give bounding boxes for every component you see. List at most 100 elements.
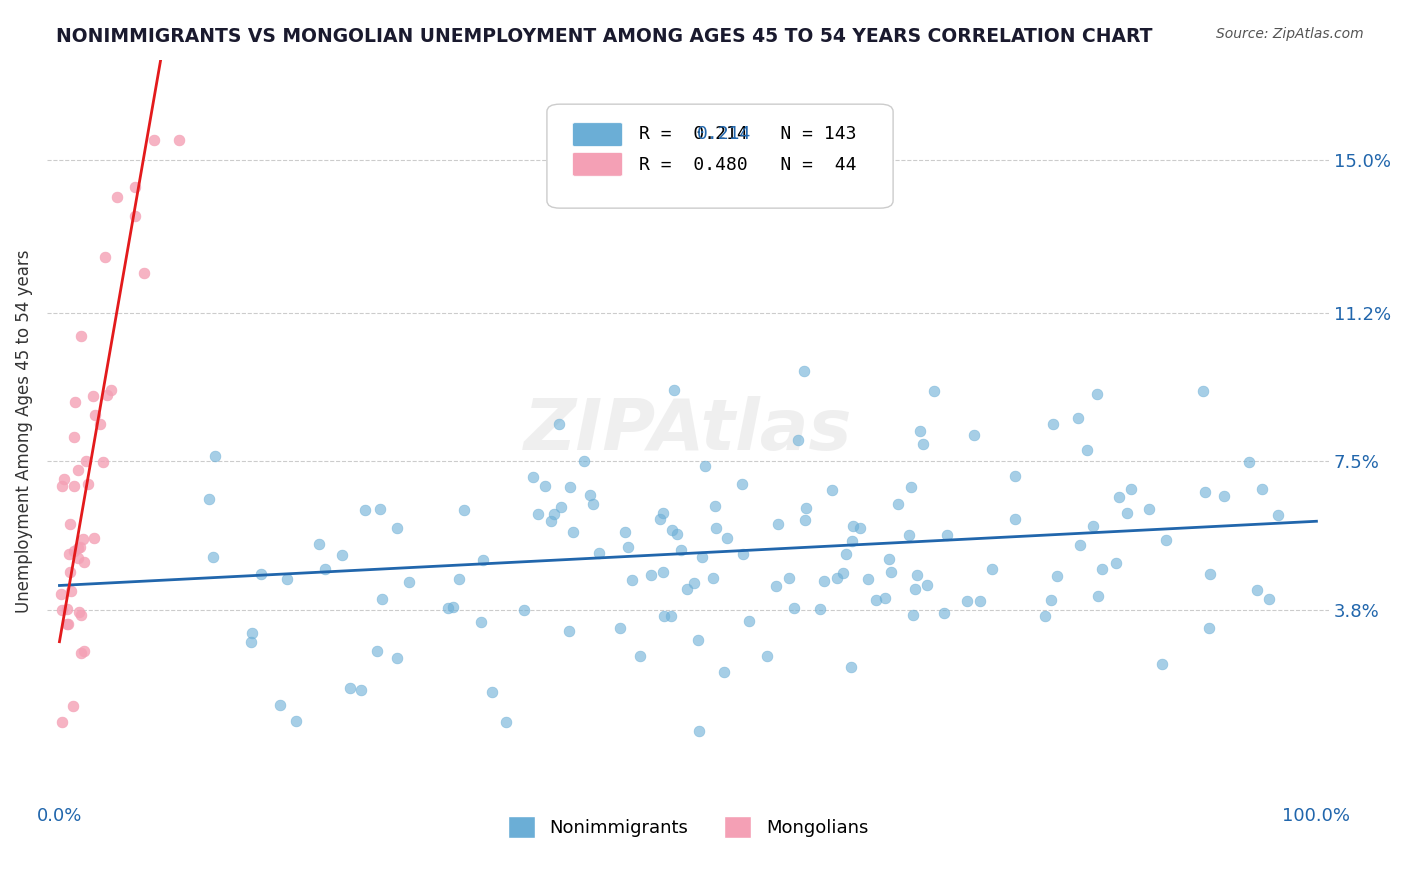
Point <box>169 133 191 147</box>
Point <box>1046 569 1069 583</box>
Point <box>738 614 761 628</box>
Point <box>522 470 544 484</box>
Point <box>105 190 128 204</box>
Point <box>73 556 96 570</box>
Point <box>688 724 710 739</box>
Point <box>1004 469 1026 483</box>
Point <box>703 499 725 513</box>
Point <box>84 408 107 422</box>
Point <box>371 592 394 607</box>
Point <box>609 621 631 635</box>
Point <box>543 508 565 522</box>
Point <box>96 387 118 401</box>
Point <box>1213 489 1236 503</box>
Point <box>936 527 959 541</box>
Point <box>875 591 897 606</box>
Point <box>1087 387 1109 401</box>
Point <box>956 593 979 607</box>
Point <box>59 565 82 579</box>
Point <box>908 425 931 439</box>
Point <box>692 549 714 564</box>
Point <box>350 683 373 698</box>
Point <box>55 617 77 632</box>
Point <box>886 497 908 511</box>
Point <box>1191 384 1213 399</box>
Point <box>314 561 336 575</box>
Point <box>640 567 662 582</box>
Point <box>56 602 79 616</box>
Point <box>132 266 155 280</box>
Point <box>628 648 651 663</box>
Point <box>353 503 375 517</box>
Point <box>651 507 673 521</box>
Point <box>915 578 938 592</box>
Point <box>558 480 581 494</box>
Point <box>94 250 117 264</box>
Point <box>793 364 815 378</box>
Point <box>900 480 922 494</box>
Text: 0.214: 0.214 <box>697 125 751 143</box>
Point <box>73 644 96 658</box>
Point <box>682 576 704 591</box>
Point <box>765 579 787 593</box>
Point <box>470 615 492 629</box>
Point <box>1237 455 1260 469</box>
Point <box>441 600 464 615</box>
Point <box>481 685 503 699</box>
Point <box>783 601 806 615</box>
Point <box>813 574 835 588</box>
Point <box>63 479 86 493</box>
Point <box>1067 411 1090 425</box>
Point <box>652 565 675 579</box>
Point <box>1039 593 1062 607</box>
Legend: Nonimmigrants, Mongolians: Nonimmigrants, Mongolians <box>501 809 876 846</box>
Point <box>1152 657 1174 672</box>
Point <box>1137 501 1160 516</box>
Point <box>495 715 517 730</box>
Point <box>1091 562 1114 576</box>
Point <box>648 511 671 525</box>
Point <box>614 525 637 540</box>
Point <box>70 329 93 343</box>
Point <box>250 566 273 581</box>
Point <box>731 476 754 491</box>
Point <box>1033 609 1056 624</box>
Point <box>62 698 84 713</box>
Point <box>285 714 308 728</box>
Point <box>778 571 800 585</box>
Point <box>204 450 226 464</box>
Point <box>1251 483 1274 497</box>
Point <box>51 714 73 729</box>
Point <box>385 520 408 534</box>
Point <box>616 540 638 554</box>
Point <box>69 540 91 554</box>
Point <box>142 133 165 147</box>
Point <box>51 603 73 617</box>
Point <box>198 491 221 506</box>
Point <box>834 548 856 562</box>
Point <box>56 617 79 632</box>
Point <box>52 472 75 486</box>
Point <box>688 633 710 648</box>
Point <box>907 567 929 582</box>
Point <box>1198 621 1220 635</box>
Point <box>308 537 330 551</box>
Point <box>756 649 779 664</box>
Point <box>1246 582 1268 597</box>
Point <box>558 624 581 638</box>
Point <box>63 430 86 444</box>
Point <box>240 635 263 649</box>
Point <box>548 417 571 431</box>
Point <box>89 417 111 431</box>
Point <box>786 433 808 447</box>
FancyBboxPatch shape <box>572 123 623 146</box>
Point <box>662 383 685 397</box>
Point <box>1042 417 1064 432</box>
Point <box>897 528 920 542</box>
Point <box>1199 566 1222 581</box>
Point <box>1154 533 1177 548</box>
Point <box>82 389 104 403</box>
Point <box>578 488 600 502</box>
Point <box>1119 482 1142 496</box>
Point <box>562 525 585 540</box>
